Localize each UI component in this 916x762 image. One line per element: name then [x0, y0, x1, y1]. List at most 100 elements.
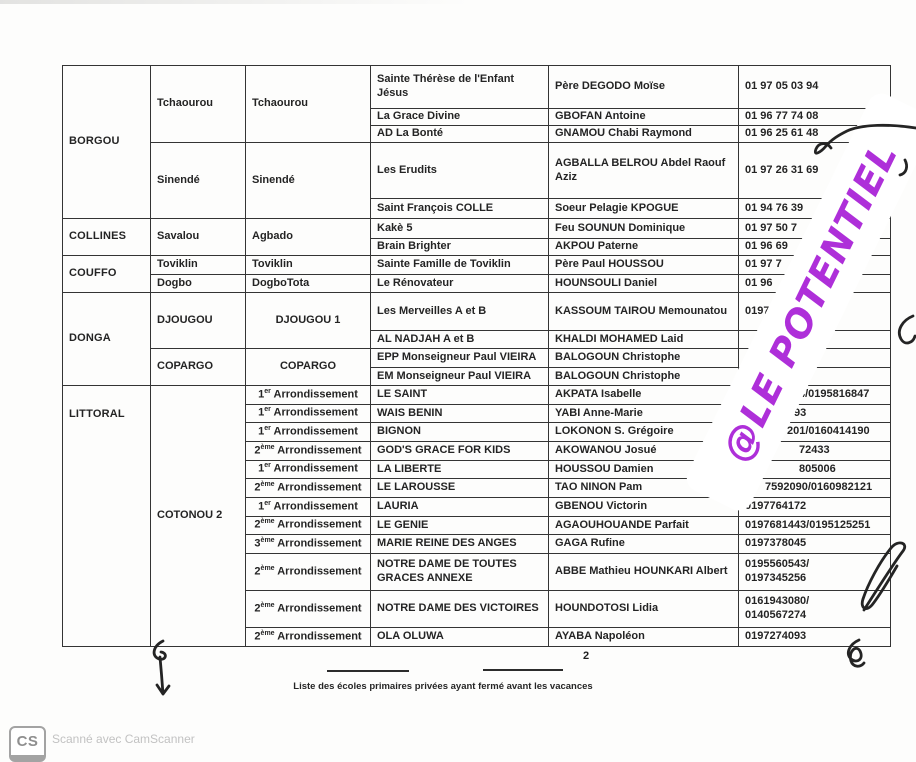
commune-cell: Toviklin	[150, 255, 246, 275]
phone-cell: 0195560543/ 0197345256	[738, 553, 891, 591]
school-cell: Le Rénovateur	[370, 274, 549, 293]
arrondissement-cell: Toviklin	[245, 255, 371, 275]
director-cell: GNAMOU Chabi Raymond	[548, 125, 739, 143]
dept-cell: COUFFO	[62, 255, 151, 293]
director-cell: GAGA Rufine	[548, 534, 739, 554]
arrondissement-cell: Sinendé	[245, 142, 371, 219]
arrondissement-cell: 2ème Arrondissement	[245, 627, 371, 647]
director-cell: ABBE Mathieu HOUNKARI Albert	[548, 553, 739, 591]
pen-stroke	[897, 314, 916, 345]
schools-table: BORGOU Tchaourou Tchaourou Sainte Thérès…	[62, 65, 891, 647]
table-row: 3ème Arrondissement MARIE REINE DES ANGE…	[63, 534, 891, 554]
footer-rule	[327, 670, 409, 672]
arrondissement-cell: 2ème Arrondissement	[245, 553, 371, 591]
school-cell: Sainte Famille de Toviklin	[370, 255, 549, 275]
school-cell: LE LAROUSSE	[370, 478, 549, 498]
school-cell: LA LIBERTE	[370, 460, 549, 479]
commune-cell: COPARGO	[150, 348, 246, 386]
director-cell: GBENOU Victorin	[548, 497, 739, 517]
camscanner-label: Scanné avec CamScanner	[52, 732, 195, 746]
school-cell: LE SAINT	[370, 385, 549, 405]
director-cell: AGAOUHOUANDE Parfait	[548, 516, 739, 535]
director-cell: YABI Anne-Marie	[548, 404, 739, 423]
arrondissement-cell: 1er Arrondissement	[245, 460, 371, 479]
director-cell: AGBALLA BELROU Abdel Raouf Aziz	[548, 142, 739, 199]
director-cell: AKPATA Isabelle	[548, 385, 739, 405]
school-cell: LAURIA	[370, 497, 549, 517]
table-row: Saint François COLLE Soeur Pelagie KPOGU…	[63, 198, 891, 219]
table-row: Dogbo DogboTota Le Rénovateur HOUNSOULI …	[63, 274, 891, 293]
director-cell: BALOGOUN Christophe	[548, 348, 739, 368]
director-cell: HOUNDOTOSI Lidia	[548, 590, 739, 628]
arrondissement-cell: COPARGO	[245, 348, 371, 386]
phone-cell: 0197764172	[738, 497, 891, 517]
director-cell: Père DEGODO Moïse	[548, 65, 739, 109]
director-cell: GBOFAN Antoine	[548, 108, 739, 126]
page-caption: Liste des écoles primaires privées ayant…	[293, 681, 593, 692]
arrondissement-cell: 2ème Arrondissement	[245, 441, 371, 461]
arrondissement-cell: 1er Arrondissement	[245, 385, 371, 405]
arrondissement-cell: Agbado	[245, 218, 371, 256]
table-row: 1er Arrondissement LAURIA GBENOU Victori…	[63, 497, 891, 517]
arrondissement-cell: DogboTota	[245, 274, 371, 293]
director-cell: Feu SOUNUN Dominique	[548, 218, 739, 239]
school-cell: AL NADJAH A et B	[370, 330, 549, 349]
dept-cell: COLLINES	[62, 218, 151, 256]
table-row: 2ème Arrondissement GOD'S GRACE FOR KIDS…	[63, 441, 891, 461]
director-cell: AKPOU Paterne	[548, 238, 739, 256]
table-row: BORGOU Tchaourou Tchaourou Sainte Thérès…	[62, 65, 891, 219]
director-cell: Soeur Pelagie KPOGUE	[548, 198, 739, 219]
arrondissement-cell: DJOUGOU 1	[245, 292, 371, 349]
dept-cell: BORGOU	[62, 65, 151, 219]
director-cell: AKOWANOU Josué	[548, 441, 739, 461]
school-cell: BIGNON	[370, 422, 549, 442]
dept-cell: LITTORAL	[62, 385, 151, 647]
school-cell: AD La Bonté	[370, 125, 549, 143]
school-cell: LE GENIE	[370, 516, 549, 535]
director-cell: BALOGOUN Christophe	[548, 367, 739, 386]
dept-cell: DONGA	[62, 292, 151, 386]
pen-stroke	[155, 655, 171, 696]
camscanner-logo: CS	[9, 726, 46, 762]
school-cell: Saint François COLLE	[370, 198, 549, 219]
school-cell: Brain Brighter	[370, 238, 549, 256]
arrondissement-cell: 2ème Arrondissement	[245, 590, 371, 628]
arrondissement-cell: 2ème Arrondissement	[245, 516, 371, 535]
page-number: 2	[583, 650, 590, 662]
phone-cell: 0197378045	[738, 534, 891, 554]
phone-cell: 0197681443/0195125251	[738, 516, 891, 535]
arrondissement-cell: 1er Arrondissement	[245, 422, 371, 442]
school-cell: EM Monseigneur Paul VIEIRA	[370, 367, 549, 386]
director-cell: Père Paul HOUSSOU	[548, 255, 739, 275]
school-cell: MARIE REINE DES ANGES	[370, 534, 549, 554]
school-cell: Les Merveilles A et B	[370, 292, 549, 331]
commune-cell: Savalou	[150, 218, 246, 256]
commune-cell: COTONOU 2	[150, 385, 246, 647]
arrondissement-cell: 1er Arrondissement	[245, 404, 371, 423]
director-cell: KASSOUM TAIROU Memounatou	[548, 292, 739, 331]
school-cell: WAIS BENIN	[370, 404, 549, 423]
arrondissement-cell: 2ème Arrondissement	[245, 478, 371, 498]
footer-rule	[483, 669, 563, 671]
table-row: La Grace Divine GBOFAN Antoine 01 96 77 …	[63, 108, 891, 126]
school-cell: La Grace Divine	[370, 108, 549, 126]
arrondissement-cell: Tchaourou	[245, 65, 371, 143]
school-cell: Sainte Thérèse de l'Enfant Jésus	[370, 65, 549, 109]
table-row: Sinendé Sinendé Les Erudits AGBALLA BELR…	[63, 142, 891, 219]
school-cell: GOD'S GRACE FOR KIDS	[370, 441, 549, 461]
school-cell: OLA OLUWA	[370, 627, 549, 647]
director-cell: AYABA Napoléon	[548, 627, 739, 647]
director-cell: HOUNSOULI Daniel	[548, 274, 739, 293]
commune-cell: Tchaourou	[150, 65, 246, 143]
school-cell: Les Erudits	[370, 142, 549, 199]
school-cell: Kakè 5	[370, 218, 549, 239]
scan-edge-shadow	[0, 0, 470, 4]
table-row: LITTORAL COTONOU 2 1er Arrondissement LE…	[62, 385, 891, 647]
school-cell: EPP Monseigneur Paul VIEIRA	[370, 348, 549, 368]
table-row: COUFFO Toviklin Toviklin Sainte Famille …	[62, 255, 891, 293]
school-cell: NOTRE DAME DES VICTOIRES	[370, 590, 549, 628]
school-cell: NOTRE DAME DE TOUTES GRACES ANNEXE	[370, 553, 549, 591]
arrondissement-cell: 3ème Arrondissement	[245, 534, 371, 554]
commune-cell: Sinendé	[150, 142, 246, 219]
phone-cell: 0197274093	[738, 627, 891, 647]
